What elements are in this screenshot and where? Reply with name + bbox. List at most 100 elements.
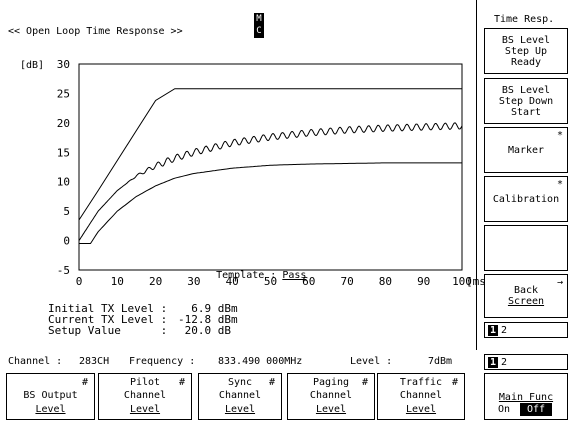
frequency-value: 833.490 000MHz xyxy=(218,356,303,367)
sync-line3: Level xyxy=(224,404,256,415)
bs-step-down-line2: Step Down xyxy=(498,95,554,107)
back-arrow-icon: → xyxy=(556,277,563,288)
x-tick-label: 50 xyxy=(264,275,277,288)
template-result: Pass xyxy=(282,270,307,281)
paging-flag: # xyxy=(361,377,368,388)
calibration-button[interactable]: * Calibration xyxy=(484,176,568,222)
y-tick-label: 0 xyxy=(63,235,70,248)
current-tx-label: Current TX Level : xyxy=(48,313,168,326)
calibration-flag: * xyxy=(556,179,563,190)
back-screen-line1: Back xyxy=(513,285,539,296)
y-tick-label: 5 xyxy=(63,205,70,218)
x-tick-label: 30 xyxy=(187,275,200,288)
y-tick-label: 10 xyxy=(57,176,70,189)
x-tick-label: 90 xyxy=(417,275,430,288)
main-func-on: On xyxy=(498,404,511,415)
y-tick-label: 25 xyxy=(57,87,70,100)
x-tick-label: 10 xyxy=(111,275,124,288)
bs-output-line3: Level xyxy=(35,404,66,415)
pilot-flag: # xyxy=(178,377,185,388)
x-tick-label: 100 xyxy=(452,275,472,288)
x-tick-label: 0 xyxy=(76,275,83,288)
plot-frame xyxy=(78,63,463,271)
back-screen-line2: Screen xyxy=(507,296,545,307)
main-func-button[interactable]: Main Func On Off xyxy=(484,373,568,420)
page-indicator-upper-other: 2 xyxy=(501,325,508,336)
page-indicator-upper-selected: 1 xyxy=(488,325,498,336)
traffic-line1: Traffic xyxy=(399,377,443,388)
main-func-off: Off xyxy=(520,403,552,416)
main-func-label: Main Func xyxy=(498,392,554,403)
upper-template-line xyxy=(78,88,462,221)
measured-response-line xyxy=(78,122,463,241)
x-tick-label: 20 xyxy=(149,275,162,288)
traffic-channel-level-key[interactable]: # Traffic Channel Level xyxy=(377,373,465,420)
x-tick-label: 60 xyxy=(302,275,315,288)
x-tick-label: 70 xyxy=(340,275,353,288)
y-tick-label: 15 xyxy=(57,146,70,159)
bs-step-up-line1: BS Level xyxy=(501,34,551,46)
current-tx-value: -12.8 dBm xyxy=(178,313,238,326)
sync-channel-level-key[interactable]: # Sync Channel Level xyxy=(198,373,282,420)
x-tick-label: 80 xyxy=(379,275,392,288)
template-label: Template : xyxy=(216,270,283,281)
page-indicator-lower[interactable]: 1 2 xyxy=(484,354,568,370)
screen-title: << Open Loop Time Response >> xyxy=(8,26,183,37)
y-tick-label: 30 xyxy=(57,58,70,71)
blank-softkey[interactable] xyxy=(484,225,568,271)
sync-line1: Sync xyxy=(227,377,253,388)
back-screen-button[interactable]: → Back Screen xyxy=(484,274,568,318)
mode-indicator-top: M xyxy=(256,14,262,24)
softkey-divider xyxy=(476,0,477,350)
bs-step-down-line1: BS Level xyxy=(501,84,551,96)
level-label: Level : xyxy=(350,356,393,367)
bs-step-down-line3: Start xyxy=(510,106,542,118)
sync-line2: Channel xyxy=(218,390,262,401)
traffic-line3: Level xyxy=(405,404,437,415)
setup-value-value: 20.0 dB xyxy=(178,324,231,337)
channel-value: 283CH xyxy=(79,356,110,367)
pilot-line1: Pilot xyxy=(129,377,161,388)
bs-output-flag: # xyxy=(81,377,88,388)
page-indicator-lower-selected: 1 xyxy=(488,357,498,368)
traffic-line2: Channel xyxy=(399,390,443,401)
marker-label: Marker xyxy=(507,144,545,156)
mode-indicator-bottom: C xyxy=(256,26,262,36)
marker-flag: * xyxy=(556,130,563,141)
pilot-channel-level-key[interactable]: # Pilot Channel Level xyxy=(98,373,192,420)
level-value: 7dBm xyxy=(428,356,453,367)
sync-flag: # xyxy=(268,377,275,388)
mode-indicator: M C xyxy=(254,13,264,38)
channel-label: Channel : xyxy=(8,356,63,367)
marker-button[interactable]: * Marker xyxy=(484,127,568,173)
paging-line3: Level xyxy=(315,404,347,415)
setup-value-label: Setup Value : xyxy=(48,324,168,337)
y-tick-label: 20 xyxy=(57,117,70,130)
bs-level-step-down-button[interactable]: BS Level Step Down Start xyxy=(484,78,568,124)
lower-template-line xyxy=(79,162,462,244)
y-axis-label: [dB] xyxy=(20,60,45,71)
page-indicator-upper[interactable]: 1 2 xyxy=(484,322,568,338)
paging-channel-level-key[interactable]: # Paging Channel Level xyxy=(287,373,375,420)
paging-line2: Channel xyxy=(309,390,353,401)
bs-output-line2: BS Output xyxy=(23,390,78,401)
y-tick-label: -5 xyxy=(57,264,70,277)
pilot-line2: Channel xyxy=(123,390,167,401)
frequency-label: Frequency : xyxy=(129,356,196,367)
initial-tx-value: 6.9 dBm xyxy=(178,302,238,315)
bs-step-up-line2: Step Up xyxy=(504,45,548,57)
initial-tx-label: Initial TX Level : xyxy=(48,302,168,315)
paging-line1: Paging xyxy=(312,377,350,388)
bs-step-up-line3: Ready xyxy=(510,56,542,68)
pilot-line3: Level xyxy=(129,404,161,415)
softkey-menu-title: Time Resp. xyxy=(494,14,555,25)
traffic-flag: # xyxy=(451,377,458,388)
x-tick-label: 40 xyxy=(226,275,239,288)
page-indicator-lower-other: 2 xyxy=(501,357,508,368)
calibration-label: Calibration xyxy=(492,193,560,205)
bs-output-level-key[interactable]: # BS Output Level xyxy=(6,373,95,420)
bs-level-step-up-button[interactable]: BS Level Step Up Ready xyxy=(484,28,568,74)
template-status: Template : Pass xyxy=(192,259,306,292)
